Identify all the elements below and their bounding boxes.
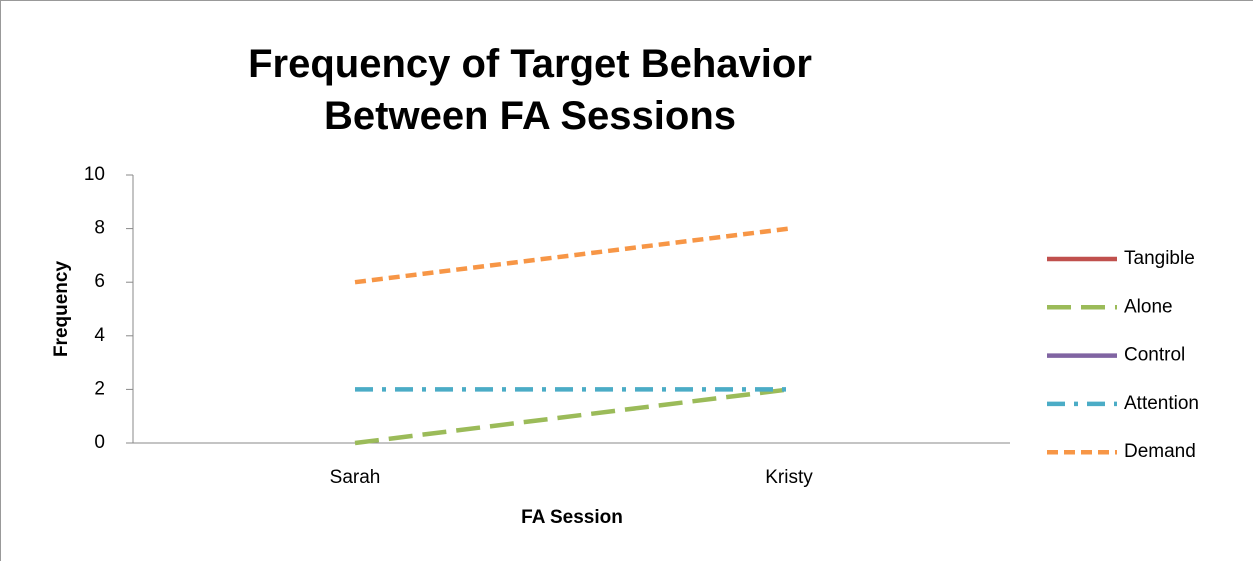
- chart-title: Frequency of Target Behavior Between FA …: [248, 42, 812, 138]
- x-tick-label: Kristy: [765, 467, 813, 488]
- y-tick-label: 4: [94, 325, 105, 346]
- series-line: [354, 387, 790, 446]
- y-tick-label: 0: [94, 432, 105, 453]
- y-tick-label: 8: [94, 218, 105, 239]
- legend-label: Control: [1124, 345, 1185, 366]
- series-line: [354, 226, 790, 285]
- x-tick-label: Sarah: [330, 467, 381, 488]
- y-axis-label: Frequency: [51, 261, 72, 358]
- legend-label: Alone: [1124, 296, 1173, 317]
- y-tick-label: 2: [94, 378, 105, 399]
- y-tick-label: 6: [94, 271, 105, 292]
- legend-label: Tangible: [1124, 248, 1195, 269]
- legend-label: Attention: [1124, 393, 1199, 414]
- legend-label: Demand: [1124, 441, 1196, 462]
- y-tick-label: 10: [84, 164, 105, 185]
- x-axis-label: FA Session: [521, 507, 623, 528]
